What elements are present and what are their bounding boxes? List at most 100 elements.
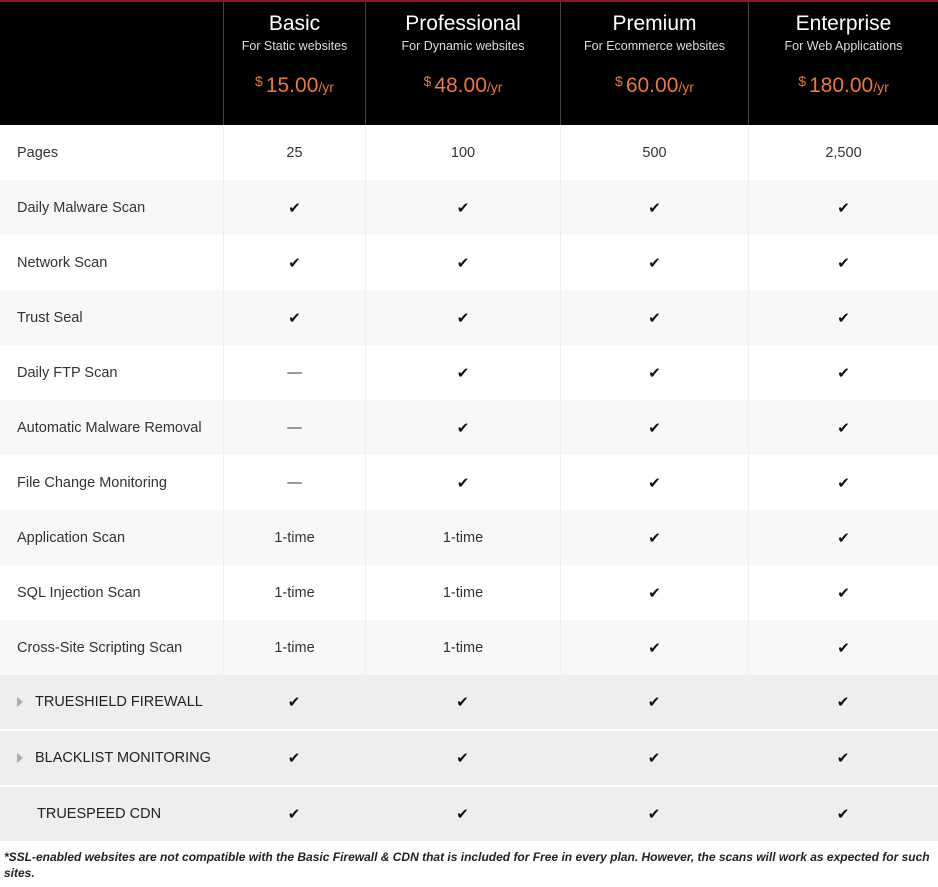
price-period: /yr	[678, 79, 694, 95]
plan-header-premium: Premium For Ecommerce websites $60.00/yr	[560, 2, 748, 125]
check-icon: ✔	[748, 400, 938, 455]
feature-label[interactable]: BLACKLIST MONITORING	[0, 731, 223, 785]
expand-triangle-icon[interactable]	[17, 753, 23, 763]
table-cell: 100	[365, 125, 560, 180]
check-icon: ✔	[365, 345, 560, 400]
plan-name: Professional	[405, 12, 521, 35]
table-cell: 25	[223, 125, 365, 180]
check-icon: ✔	[748, 345, 938, 400]
table-row: File Change Monitoring — ✔ ✔ ✔	[0, 455, 938, 510]
check-icon: ✔	[836, 750, 850, 767]
row-label: Daily Malware Scan	[17, 199, 146, 216]
table-row: Pages 25 100 500 2,500	[0, 125, 938, 180]
pricing-table-body: Pages 25 100 500 2,500 Daily Malware Scan ✔ ✔ ✔ ✔…	[0, 125, 938, 843]
table-cell: 500	[560, 125, 748, 180]
check-icon: ✔	[647, 694, 661, 711]
header-empty-cell	[0, 2, 223, 125]
price-amount: 15.00	[265, 74, 319, 97]
plan-subtitle: For Ecommerce websites	[583, 39, 725, 53]
check-icon: ✔	[456, 806, 469, 823]
table-cell: 1-time	[365, 510, 560, 565]
table-cell: 1-time	[223, 510, 365, 565]
check-icon: ✔	[748, 235, 938, 290]
table-row: Daily FTP Scan — ✔ ✔ ✔	[0, 345, 938, 400]
top-border	[0, 0, 938, 2]
check-icon: ✔	[560, 290, 748, 345]
table-cell: 2,500	[748, 125, 938, 180]
table-cell: —	[223, 400, 365, 455]
check-icon: ✔	[223, 290, 365, 345]
check-icon: ✔	[748, 565, 938, 620]
check-icon: ✔	[647, 806, 661, 823]
plan-header-basic: Basic For Static websites $15.00/yr	[223, 2, 365, 125]
check-icon: ✔	[287, 806, 301, 823]
check-icon: ✔	[560, 510, 748, 565]
check-icon: ✔	[365, 455, 560, 510]
check-icon: ✔	[560, 235, 748, 290]
price-amount: 48.00	[434, 74, 487, 97]
check-icon: ✔	[748, 510, 938, 565]
check-icon: ✔	[748, 180, 938, 235]
plan-header-professional: Professional For Dynamic websites $48.00…	[365, 2, 560, 125]
plan-header-enterprise: Enterprise For Web Applications $180.00/…	[748, 2, 938, 125]
plan-price: $48.00/yr	[366, 73, 560, 98]
feature-label[interactable]: TRUESHIELD FIREWALL	[0, 675, 223, 729]
check-icon: ✔	[836, 806, 850, 823]
price-period: /yr	[486, 79, 503, 95]
expand-triangle-icon[interactable]	[17, 697, 23, 707]
check-icon: ✔	[748, 290, 938, 345]
table-row: Daily Malware Scan ✔ ✔ ✔ ✔	[0, 180, 938, 235]
table-cell: 1-time	[365, 565, 560, 620]
plan-price: $60.00/yr	[561, 73, 748, 98]
plan-subtitle: For Web Applications	[784, 39, 903, 53]
currency: $	[423, 73, 432, 89]
check-icon: ✔	[560, 400, 748, 455]
price-amount: 180.00	[809, 74, 874, 97]
row-label: Application Scan	[17, 529, 126, 546]
check-icon: ✔	[560, 455, 748, 510]
plan-name: Basic	[268, 12, 321, 35]
check-icon: ✔	[748, 620, 938, 675]
check-icon: ✔	[365, 180, 560, 235]
table-row: Automatic Malware Removal — ✔ ✔ ✔	[0, 400, 938, 455]
currency: $	[615, 73, 623, 89]
row-label: Daily FTP Scan	[17, 364, 118, 381]
check-icon: ✔	[560, 620, 748, 675]
check-icon: ✔	[365, 235, 560, 290]
plan-name: Premium	[612, 12, 697, 35]
check-icon: ✔	[365, 290, 560, 345]
currency: $	[255, 73, 263, 89]
table-cell: —	[223, 345, 365, 400]
plan-price: $180.00/yr	[749, 73, 938, 98]
plan-subtitle: For Static websites	[241, 39, 348, 53]
table-cell: 1-time	[223, 565, 365, 620]
row-label: Cross-Site Scripting Scan	[17, 639, 183, 656]
table-row: Application Scan 1-time 1-time ✔ ✔	[0, 510, 938, 565]
table-row: Trust Seal ✔ ✔ ✔ ✔	[0, 290, 938, 345]
table-cell: —	[223, 455, 365, 510]
check-icon: ✔	[456, 694, 469, 711]
check-icon: ✔	[748, 455, 938, 510]
check-icon: ✔	[223, 180, 365, 235]
feature-row[interactable]: BLACKLIST MONITORING ✔ ✔ ✔ ✔	[0, 731, 938, 787]
check-icon: ✔	[560, 180, 748, 235]
check-icon: ✔	[836, 694, 850, 711]
feature-row[interactable]: TRUESHIELD FIREWALL ✔ ✔ ✔ ✔	[0, 675, 938, 731]
plan-name: Enterprise	[795, 12, 892, 35]
row-label: Network Scan	[17, 254, 108, 271]
price-period: /yr	[873, 79, 889, 95]
plan-subtitle: For Dynamic websites	[401, 39, 525, 53]
check-icon: ✔	[287, 750, 301, 767]
table-cell: 1-time	[365, 620, 560, 675]
row-label: Automatic Malware Removal	[17, 419, 202, 436]
check-icon: ✔	[647, 750, 661, 767]
table-row: Cross-Site Scripting Scan 1-time 1-time ✔ ✔	[0, 620, 938, 675]
table-row: Network Scan ✔ ✔ ✔ ✔	[0, 235, 938, 290]
currency: $	[798, 73, 806, 89]
check-icon: ✔	[560, 565, 748, 620]
check-icon: ✔	[223, 235, 365, 290]
pricing-header: Basic For Static websites $15.00/yr Prof…	[0, 2, 938, 125]
feature-row: TRUESPEED CDN ✔ ✔ ✔ ✔	[0, 787, 938, 843]
price-amount: 60.00	[625, 74, 679, 97]
plan-price: $15.00/yr	[224, 73, 365, 98]
